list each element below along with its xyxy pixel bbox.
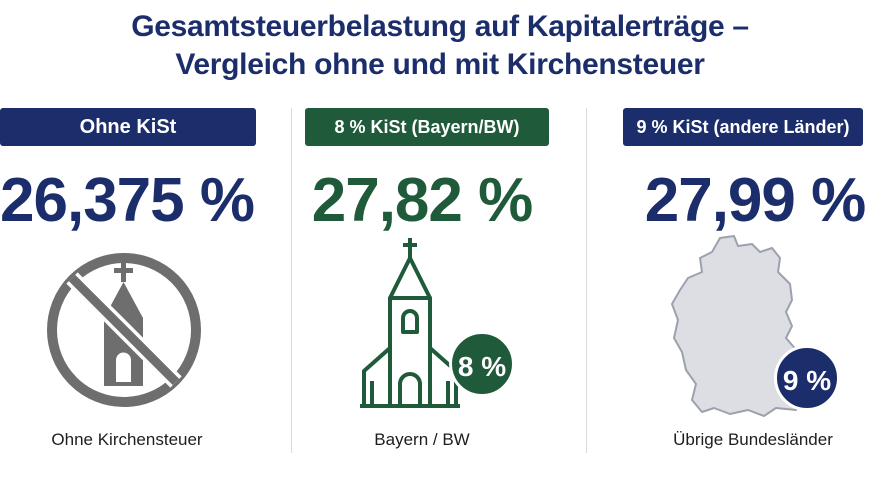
tax-rate-value: 26,375 %: [0, 166, 255, 235]
column-caption: Bayern / BW: [374, 430, 470, 449]
column-header-pill: Ohne KiSt: [0, 108, 256, 146]
title-line-1: Gesamtsteuerbelastung auf Kapitalerträge…: [131, 10, 749, 43]
tax-rate-value: 27,82 %: [311, 166, 534, 235]
column-8-percent: 8 % KiSt (Bayern/BW) 27,82 % 8 % Bayern …: [295, 108, 585, 468]
tax-rate-value: 27,99 %: [644, 166, 867, 235]
crossed-church-icon: [47, 253, 201, 407]
percentage-badge: 9 %: [774, 345, 840, 411]
column-without-church-tax: Ohne KiSt 26,375 % Ohne Kirchensteuer: [0, 108, 290, 468]
column-caption: Ohne Kirchensteuer: [51, 430, 203, 449]
column-header-pill: 9 % KiSt (andere Länder): [623, 108, 863, 146]
column-divider: [586, 108, 587, 453]
column-divider: [291, 108, 292, 453]
column-header-pill: 8 % KiSt (Bayern/BW): [305, 108, 549, 146]
column-caption: Übrige Bundesländer: [673, 430, 833, 449]
percentage-badge: 8 %: [449, 331, 515, 397]
title-line-2: Vergleich ohne und mit Kirchensteuer: [175, 48, 705, 81]
column-9-percent: 9 % KiSt (andere Länder) 27,99 % 9 % Übr…: [590, 108, 880, 468]
church-icon: [360, 238, 460, 408]
page-title: Gesamtsteuerbelastung auf Kapitalerträge…: [0, 8, 880, 84]
